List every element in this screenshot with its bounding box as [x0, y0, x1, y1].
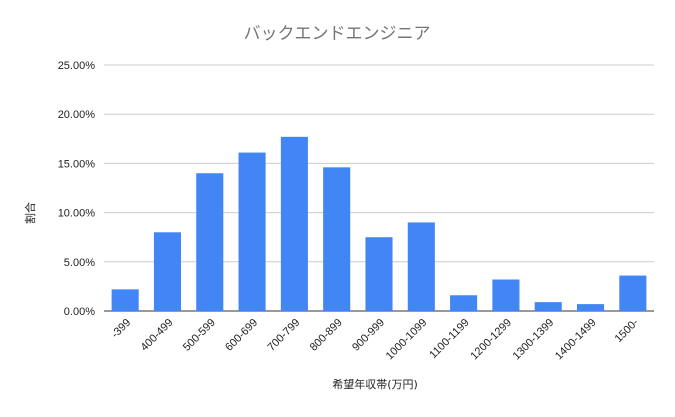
bar-600-699	[238, 152, 266, 311]
x-tick-label: 1100-1199	[427, 317, 472, 362]
x-tick-label: 400-499	[139, 317, 176, 354]
bar-500-599	[196, 173, 224, 311]
bar-700-799	[280, 136, 308, 311]
x-tick-label: 800-899	[308, 317, 345, 354]
x-tick-label: 600-699	[223, 317, 260, 354]
y-tick-label: 10.00%	[58, 208, 96, 220]
x-tick-label: 1200-1299	[468, 317, 514, 363]
bar-1200-1299	[492, 279, 520, 311]
bars	[111, 136, 647, 311]
bar--399	[111, 289, 139, 311]
y-tick-label: 25.00%	[58, 60, 96, 72]
x-axis-label: 希望年収帯(万円)	[332, 377, 418, 391]
bar-1000-1099	[407, 222, 435, 311]
x-tick-label: 500-599	[181, 317, 218, 354]
y-tick-label: 0.00%	[64, 306, 95, 318]
y-tick-label: 5.00%	[64, 257, 95, 269]
y-axis-ticks: 0.00% 5.00% 10.00% 15.00% 20.00% 25.00%	[58, 60, 96, 318]
x-tick-label: 1000-1099	[384, 317, 430, 363]
x-tick-label: 900-999	[350, 317, 387, 354]
y-axis-label: 割合	[23, 202, 37, 224]
x-tick-label: 700-799	[265, 317, 302, 354]
y-tick-label: 20.00%	[58, 109, 96, 121]
chart-title: バックエンドエンジニア	[244, 24, 431, 44]
bar-1500-	[619, 275, 647, 311]
bar-400-499	[153, 232, 181, 311]
x-axis-ticks: -399 400-499 500-599 600-699 700-799 800-899 9…	[109, 316, 641, 362]
bar-800-899	[323, 167, 351, 311]
x-tick-label: 1400-1499	[553, 317, 599, 363]
y-tick-label: 15.00%	[58, 158, 96, 170]
bar-1300-1399	[534, 302, 562, 311]
bar-1400-1499	[577, 304, 605, 311]
x-tick-label: -399	[109, 317, 133, 341]
x-tick-label: 1500-	[613, 316, 642, 345]
bar-900-999	[365, 237, 393, 311]
gridlines	[104, 64, 654, 312]
x-tick-label: 1300-1399	[511, 317, 557, 363]
bar-1100-1199	[450, 295, 478, 311]
